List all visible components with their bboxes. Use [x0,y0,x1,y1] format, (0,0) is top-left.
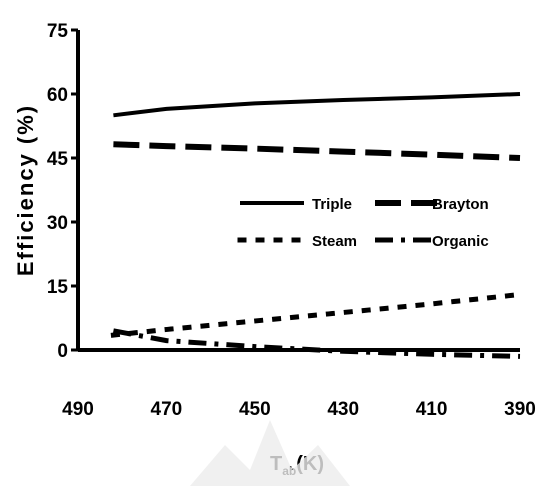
x-axis-label-main: T [270,453,282,475]
x-tick-label: 450 [239,399,271,420]
x-tick-label: 390 [504,399,536,420]
series-line-triple [113,92,521,118]
x-tick-label: 470 [151,399,183,420]
y-tick-label: 75 [47,21,69,42]
y-tick-label: 15 [47,277,69,298]
series-line-organic [112,328,521,359]
y-tick-label: 0 [57,341,68,362]
series-line-brayton [113,141,521,161]
y-axis: 0 15 30 45 60 75 [47,21,80,362]
legend-label-brayton: Brayton [432,196,489,213]
x-tick-label: 410 [416,399,448,420]
y-tick-label: 60 [47,85,68,106]
x-tick-label: 490 [62,399,94,420]
x-axis: 490 470 450 430 410 390 [62,348,536,420]
y-axis-label: Efficiency (%) [13,104,38,276]
x-tick-label: 430 [327,399,359,420]
legend-label-steam: Steam [312,233,357,250]
legend-label-organic: Organic [432,233,489,250]
y-tick-label: 45 [47,149,69,170]
x-axis-label-unit: (K) [296,453,324,475]
legend: Triple Brayton Steam Organic [237,196,489,250]
legend-label-triple: Triple [312,196,352,213]
x-axis-label: Tab(K) [270,453,324,478]
series-layer [110,92,523,359]
x-axis-label-subscript: ab [282,464,296,478]
y-tick-label: 30 [47,213,68,234]
series-line-steam [110,291,523,338]
